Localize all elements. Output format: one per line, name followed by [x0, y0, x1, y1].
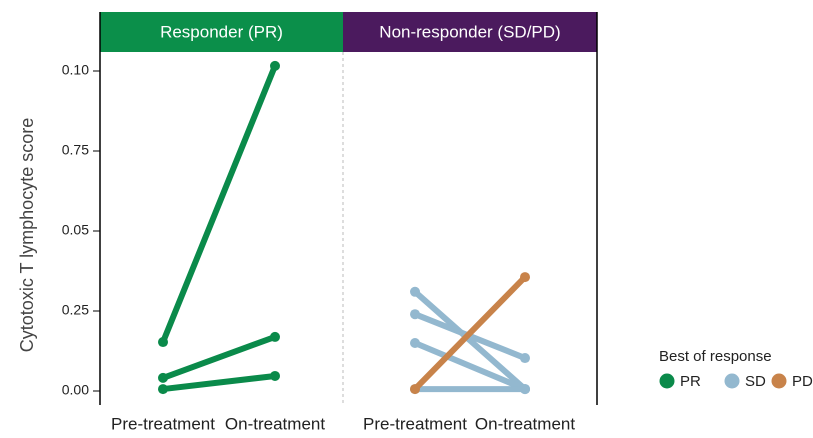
x-tick-label: Pre-treatment [363, 414, 467, 433]
y-axis-title: Cytotoxic T lymphocyte score [17, 118, 37, 352]
point [158, 384, 168, 395]
point [270, 331, 280, 342]
line [160, 62, 278, 346]
legend-title: Best of response [659, 348, 772, 365]
point [410, 309, 420, 320]
legend-swatch [771, 373, 787, 389]
legend-swatch [724, 373, 740, 389]
legend-label: PR [680, 373, 701, 390]
point [158, 372, 168, 383]
y-tick-label: 0.05 [62, 222, 89, 238]
line [412, 288, 528, 393]
panel-header [343, 12, 597, 52]
point [410, 338, 420, 348]
point [520, 272, 530, 283]
panel-title: Responder (PR) [160, 22, 283, 41]
x-tick-label: On-treatment [225, 414, 325, 433]
point [520, 384, 530, 395]
point [270, 370, 280, 381]
line [160, 333, 278, 381]
y-tick-label: 0.75 [62, 142, 89, 158]
y-tick-label: 0.25 [62, 302, 89, 318]
x-tick-label: On-treatment [475, 414, 575, 433]
point [270, 60, 280, 71]
legend-label: SD [745, 373, 766, 390]
point [520, 353, 530, 364]
y-tick-label: 0.00 [62, 382, 89, 398]
x-tick-label: Pre-treatment [111, 414, 215, 433]
legend-swatch [659, 373, 675, 389]
point [158, 337, 168, 348]
point [410, 384, 420, 395]
y-tick-label: 0.10 [62, 62, 89, 78]
point [410, 286, 420, 297]
panel-title: Non-responder (SD/PD) [379, 22, 560, 41]
line [412, 340, 528, 393]
line [412, 274, 528, 393]
legend-label: PD [792, 373, 813, 390]
line [160, 372, 278, 393]
panel-header [100, 12, 343, 52]
